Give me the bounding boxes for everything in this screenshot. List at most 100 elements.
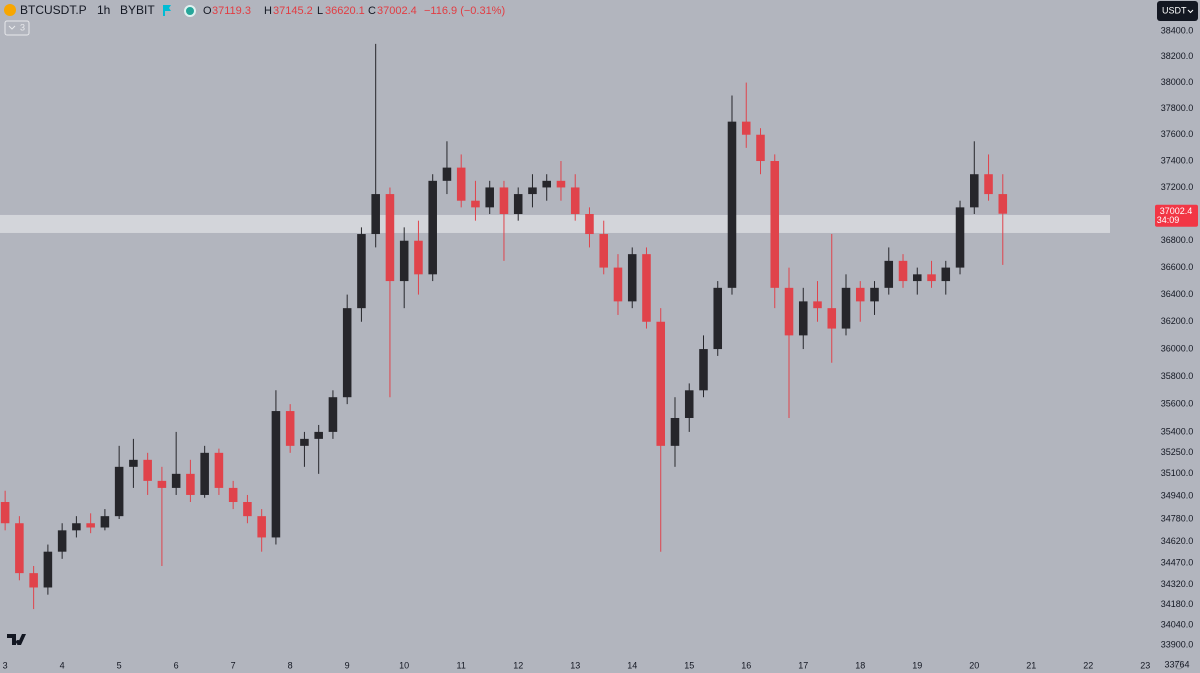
candle-body (927, 274, 936, 282)
candle-body (898, 260, 908, 282)
candle-body (471, 200, 480, 208)
ohlc-label: H (264, 5, 272, 17)
exchange: BYBIT (120, 3, 155, 17)
candle-body (100, 516, 110, 528)
candle-body (699, 349, 708, 391)
candle-body (228, 487, 238, 503)
candle-body (186, 473, 195, 495)
plot (0, 43, 1110, 610)
candle-body (884, 260, 894, 288)
y-tick-label: 35600.0 (1161, 399, 1194, 409)
button-frame (1157, 1, 1198, 21)
candle-body (955, 207, 965, 268)
candle-body (585, 214, 594, 235)
candle-body (214, 452, 224, 488)
symbol[interactable]: BTCUSDT.P (20, 3, 87, 17)
x-tick-label: 22 (1083, 660, 1093, 670)
candle-body (399, 240, 409, 282)
flag-icon (163, 5, 171, 16)
x-tick-label: 8 (288, 660, 293, 670)
candle-body (285, 411, 295, 446)
settings-icon[interactable] (1174, 660, 1184, 670)
y-tick-label: 34940.0 (1161, 491, 1194, 501)
candle-body (200, 452, 209, 495)
candle-body (798, 301, 808, 336)
candle-body (741, 121, 751, 135)
y-tick-label: 36400.0 (1161, 289, 1194, 299)
x-tick-label: 19 (912, 660, 922, 670)
indicators-count: 3 (20, 22, 25, 32)
candle-body (813, 301, 822, 309)
interval[interactable]: 1h (97, 3, 110, 17)
x-tick-label: 14 (627, 660, 637, 670)
tv-logo[interactable] (7, 634, 26, 645)
candle-body (998, 194, 1008, 214)
candle-body (656, 321, 666, 446)
x-tick-label: 6 (174, 660, 179, 670)
tv-logo-dot (16, 640, 20, 644)
candle-body (171, 473, 181, 488)
x-tick-label: 18 (855, 660, 865, 670)
x-tick-label: 5 (117, 660, 122, 670)
candle-body (428, 180, 437, 275)
candle-body (713, 287, 723, 350)
y-tick-label: 35250.0 (1161, 447, 1194, 457)
candle-body (827, 308, 837, 329)
x-tick-label: 17 (798, 660, 808, 670)
candle-body (414, 240, 423, 275)
candle-body (627, 254, 637, 302)
candle-body (72, 523, 81, 531)
candle-body (385, 194, 395, 282)
symbol-icon (4, 4, 16, 16)
x-tick-label: 7 (231, 660, 236, 670)
candle-body (984, 174, 993, 195)
y-tick-label: 34040.0 (1161, 619, 1194, 629)
candle-body (941, 267, 951, 282)
status-icon (184, 5, 196, 17)
candle-body (243, 502, 252, 517)
candle-body (642, 254, 651, 322)
candle-body (300, 438, 309, 446)
candle-body (855, 287, 865, 302)
candle-body (0, 502, 10, 524)
ohlc-label: L (317, 5, 323, 17)
candle-body (970, 174, 979, 208)
candle-body (770, 161, 780, 288)
y-tick-label: 33900.0 (1161, 640, 1194, 650)
ohlc-label: O (203, 5, 212, 17)
y-tick-label: 37200.0 (1161, 182, 1194, 192)
x-tick-label: 20 (969, 660, 979, 670)
candle-body (342, 308, 352, 398)
x-tick-label: 11 (457, 660, 466, 670)
candle-body (670, 417, 680, 446)
y-tick-label: 34620.0 (1161, 536, 1194, 546)
currency-button[interactable]: USDT (1157, 1, 1198, 21)
button-frame (4, 20, 30, 36)
y-tick-label: 34180.0 (1161, 599, 1194, 609)
candle-body (157, 480, 167, 488)
chevron (8, 25, 16, 30)
ohlc-value: 37002.4 (377, 5, 417, 17)
candle-body (314, 431, 323, 439)
candle-body (456, 167, 466, 201)
candle-body (357, 234, 366, 309)
candle-body (784, 287, 794, 336)
y-tick-label: 34780.0 (1161, 513, 1194, 523)
candle-body (513, 194, 523, 215)
candle-body (257, 516, 266, 538)
x-tick-label: 15 (684, 660, 694, 670)
candle-body (613, 267, 623, 302)
indicators-toggle[interactable]: 3 (4, 20, 30, 36)
candle-body (271, 411, 281, 538)
ohlc-value: 37145.2 (273, 5, 313, 17)
candle-body (542, 180, 551, 188)
y-tick-label: 34320.0 (1161, 579, 1194, 589)
candle-body (727, 121, 737, 288)
y-tick-label: 38000.0 (1161, 77, 1194, 87)
y-tick-label: 38200.0 (1161, 51, 1194, 61)
candle-body (684, 390, 694, 418)
candle-body (86, 523, 95, 528)
x-tick-label: 3 (3, 660, 8, 670)
